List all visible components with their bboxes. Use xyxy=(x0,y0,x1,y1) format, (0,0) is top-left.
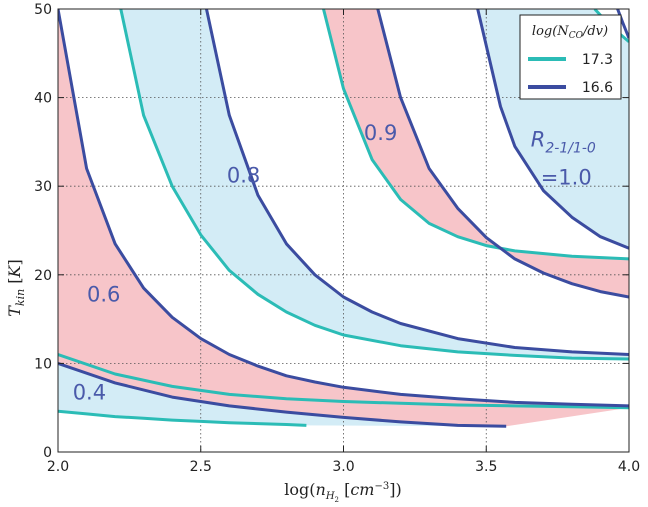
grid-lines xyxy=(58,9,629,452)
series-line-navy xyxy=(58,9,629,408)
region-label: 0.9 xyxy=(364,121,397,145)
x-axis-label: log(nH2 [cm−3]) xyxy=(284,480,401,504)
y-tick-label: 30 xyxy=(34,179,52,195)
x-tick-label: 4.0 xyxy=(618,459,640,475)
series-lines xyxy=(58,9,629,428)
region-fill-blue xyxy=(120,9,629,359)
series-line-cyan xyxy=(58,409,307,427)
region-label: =1.0 xyxy=(541,165,592,189)
legend: log(NCO/dv) 17.3 16.6 xyxy=(519,14,622,100)
legend-entry-label: 17.3 xyxy=(582,52,613,68)
region-label: 0.4 xyxy=(73,381,106,405)
svg-text:log(nH2 [cm−3]): log(nH2 [cm−3]) xyxy=(284,480,401,504)
series-line-navy xyxy=(58,361,507,428)
region-label: 0.6 xyxy=(87,282,120,306)
y-tick-label: 50 xyxy=(34,2,52,18)
x-tick-label: 3.5 xyxy=(475,459,497,475)
y-axis-label: Tkin [K] xyxy=(5,259,27,316)
series-line-navy xyxy=(616,9,629,39)
region-fill-pink xyxy=(58,9,629,408)
region-fill-pink xyxy=(58,354,629,427)
y-tick-label: 10 xyxy=(34,356,52,372)
x-tick-label: 2.5 xyxy=(190,459,212,475)
region-fill-pink xyxy=(323,9,629,297)
series-line-navy xyxy=(476,9,629,250)
y-tick-label: 0 xyxy=(43,445,52,461)
series-line-cyan xyxy=(119,9,629,361)
axis-ticks: 2.0 2.5 3.0 3.5 4.0 0 10 20 30 40 50 xyxy=(34,2,640,475)
legend-title: log(NCO/dv) xyxy=(532,24,608,41)
y-tick-label: 40 xyxy=(34,91,52,107)
region-fills xyxy=(58,9,629,427)
x-tick-label: 3.0 xyxy=(332,459,354,475)
region-annotations: 0.40.60.80.9 R2-1/1-0=1.0 xyxy=(73,121,596,405)
series-line-navy xyxy=(376,9,629,299)
series-line-navy xyxy=(205,9,629,356)
svg-text:Tkin [K]: Tkin [K] xyxy=(5,259,27,316)
legend-entry-label: 16.6 xyxy=(582,80,613,96)
series-line-cyan xyxy=(322,9,629,261)
y-tick-label: 20 xyxy=(34,268,52,284)
series-line-cyan xyxy=(58,353,629,410)
region-label: 0.8 xyxy=(227,164,260,188)
region-fill-blue xyxy=(58,363,507,427)
x-tick-label: 2.0 xyxy=(47,459,69,475)
